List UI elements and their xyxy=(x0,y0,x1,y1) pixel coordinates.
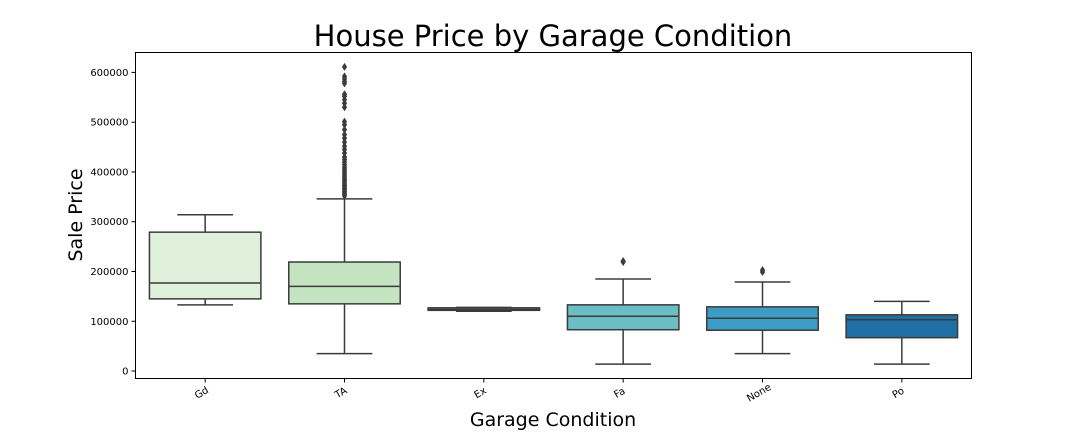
x-tick-label: TA xyxy=(332,385,349,401)
box-group-gd xyxy=(148,214,262,306)
plot-area xyxy=(148,62,959,365)
outlier-point xyxy=(341,72,348,81)
outlier-point xyxy=(341,117,348,126)
outlier-point xyxy=(341,62,348,71)
x-tick-label: Fa xyxy=(612,386,627,401)
outlier-point xyxy=(341,90,348,99)
x-axis-label: Garage Condition xyxy=(470,409,636,431)
y-axis: 0 100000 200000 300000 400000 500000 600000 xyxy=(90,68,136,378)
x-tick-label: None xyxy=(745,382,773,405)
box-group-none xyxy=(706,265,819,355)
y-tick-label: 300000 xyxy=(90,217,128,228)
outlier-point xyxy=(341,125,348,134)
box xyxy=(148,231,262,300)
box-group-fa xyxy=(566,257,680,365)
box-group-ex xyxy=(427,306,541,313)
y-tick-label: 600000 xyxy=(90,68,128,79)
x-tick-label: Gd xyxy=(193,385,211,402)
box xyxy=(845,314,959,339)
outlier-point xyxy=(620,257,626,266)
x-tick-label: Po xyxy=(891,386,907,401)
y-tick-label: 400000 xyxy=(90,167,128,178)
box xyxy=(566,304,680,331)
y-tick-label: 0 xyxy=(122,367,128,378)
x-axis: Gd TA Ex Fa None Po xyxy=(193,378,907,405)
chart-title: House Price by Garage Condition xyxy=(314,19,793,53)
outlier-point xyxy=(341,130,348,139)
y-tick-label: 200000 xyxy=(90,267,128,278)
outlier-point xyxy=(759,265,766,274)
y-axis-label: Sale Price xyxy=(65,168,87,261)
box-group-po xyxy=(845,300,959,365)
y-tick-label: 100000 xyxy=(90,317,128,328)
y-tick-label: 500000 xyxy=(90,118,128,129)
box xyxy=(288,261,401,305)
box-group-ta xyxy=(288,62,401,355)
x-tick-label: Ex xyxy=(473,385,489,401)
plot-frame xyxy=(135,52,972,379)
